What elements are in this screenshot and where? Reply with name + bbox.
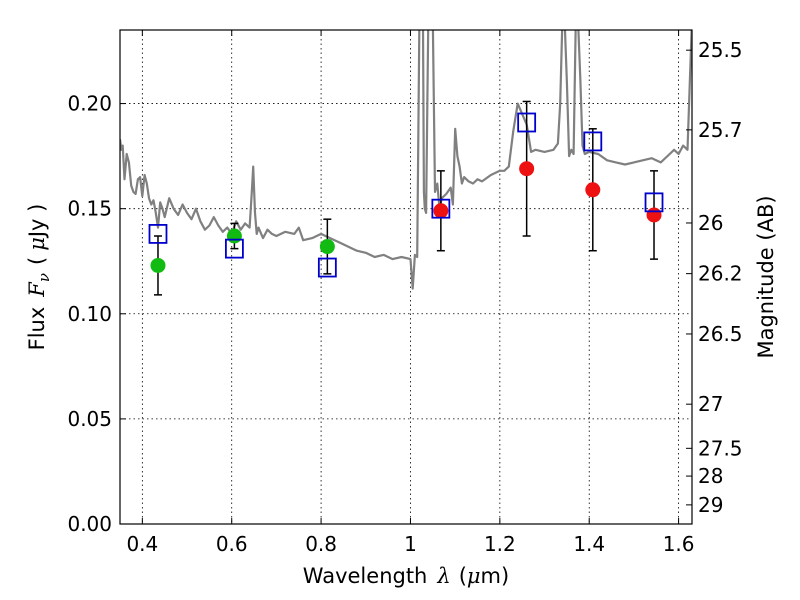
x-tick-label: 1 xyxy=(404,532,417,556)
data-point xyxy=(646,207,662,223)
tick-layer: 0.4 0.6 0.8 1 1.2 1.4 1.6 0.00 0.05 0.10 0.15 0.20 2… xyxy=(67,30,743,556)
y2-tick-label: 29 xyxy=(698,493,723,517)
y2-tick-label: 27.5 xyxy=(698,436,743,460)
plot-frame xyxy=(119,29,693,525)
plot-layer xyxy=(120,30,692,296)
data-point xyxy=(150,257,166,273)
data-point xyxy=(319,239,335,255)
model-square xyxy=(583,131,603,152)
y2-tick-label: 25.5 xyxy=(698,38,743,62)
x-tick-label: 1.6 xyxy=(663,532,695,556)
y2-axis-label: Magnitude (AB) xyxy=(754,195,778,358)
model-square xyxy=(148,224,168,244)
x-tick-label: 0.6 xyxy=(216,532,248,556)
y-tick-label: 0.20 xyxy=(67,92,112,116)
model-square xyxy=(644,192,664,213)
y-axis-label: FluxFν(μJy ) xyxy=(25,204,53,351)
x-tick-label: 0.4 xyxy=(126,532,158,556)
y2-tick-label: 26.2 xyxy=(698,262,743,286)
x-tick-label: 0.8 xyxy=(305,532,337,556)
y-tick-label: 0.15 xyxy=(67,197,112,221)
y2-tick-label: 26 xyxy=(698,211,723,235)
y2-tick-label: 25.7 xyxy=(698,118,743,142)
model-square xyxy=(224,238,244,259)
model-square xyxy=(317,257,337,278)
x-tick-label: 1.4 xyxy=(573,532,605,556)
y2-tick-label: 27 xyxy=(698,392,723,416)
data-point xyxy=(519,161,535,177)
x-axis-label: Wavelength λ (μm) xyxy=(303,564,509,588)
grid-layer xyxy=(120,30,692,525)
y-tick-label: 0.10 xyxy=(67,302,112,326)
y-tick-label: 0.05 xyxy=(67,407,112,431)
spectrum-line xyxy=(120,30,692,290)
y-tick-label: 0.00 xyxy=(67,512,112,536)
data-point xyxy=(585,182,601,198)
model-square xyxy=(431,198,451,219)
y2-tick-label: 26.5 xyxy=(698,322,743,346)
y2-tick-label: 28 xyxy=(698,464,723,488)
model-square xyxy=(517,112,537,133)
x-tick-label: 1.2 xyxy=(484,532,516,556)
data-point xyxy=(226,228,242,244)
data-point xyxy=(433,203,449,219)
